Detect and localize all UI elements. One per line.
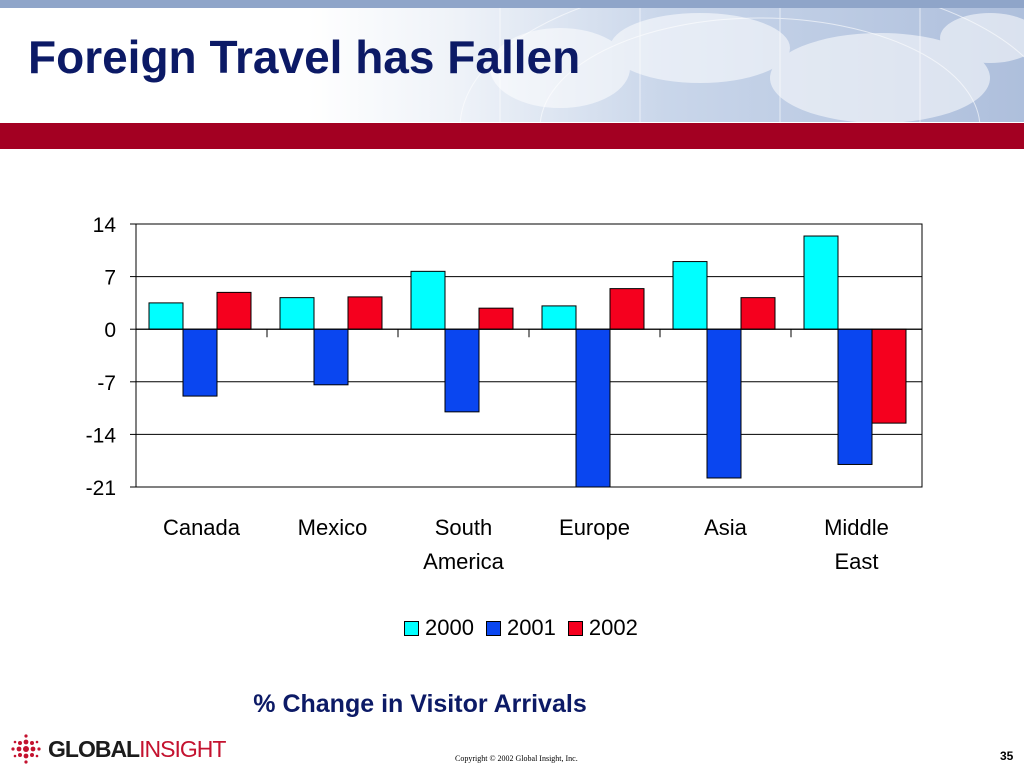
bar-2000-0	[148, 302, 184, 330]
bar-2002-5	[871, 328, 907, 424]
bar-2000-3	[541, 305, 577, 330]
x-category-label: Canada	[163, 515, 241, 540]
legend-item-2002: 2002	[567, 615, 638, 641]
x-category-label: South	[435, 515, 493, 540]
bar-2001-4	[706, 328, 742, 479]
slide-title: Foreign Travel has Fallen	[28, 31, 581, 83]
legend-swatch	[404, 620, 419, 636]
header-background	[0, 8, 1024, 122]
legend-item-2001: 2001	[485, 615, 556, 641]
globe-dots-icon	[11, 734, 41, 764]
legend-label: 2000	[425, 615, 474, 640]
bar-chart: 14 7 0 -7 -14 -21 Canada Mexico South America Euro…	[86, 214, 923, 574]
title-red-band	[0, 123, 1024, 149]
y-tick-label: -7	[97, 372, 116, 395]
x-category-label: Mexico	[298, 515, 368, 540]
bar-2001-1	[313, 328, 349, 386]
bar-2002-0	[216, 291, 252, 330]
chart-caption: % Change in Visitor Arrivals	[253, 690, 587, 718]
legend-label: 2002	[588, 615, 638, 640]
global-insight-logo: GLOBALINSIGHT	[8, 732, 226, 766]
x-category-label: Middle	[824, 515, 889, 540]
legend-swatch	[485, 620, 501, 636]
bar-2001-2	[444, 328, 480, 413]
world-map-graphic	[459, 8, 1024, 122]
page-number: 35	[1000, 749, 1014, 763]
y-tick-label: 7	[104, 267, 116, 290]
plot-area	[136, 224, 922, 487]
bar-2000-4	[672, 261, 708, 330]
y-tick-label: 14	[93, 214, 117, 237]
bar-2000-5	[803, 235, 839, 330]
logo-text-accent: INSIGHT	[139, 735, 226, 762]
bar-2002-3	[609, 288, 645, 330]
bar-2001-0	[182, 328, 218, 397]
bar-2002-1	[347, 296, 383, 330]
y-tick-label: -14	[86, 424, 117, 447]
y-tick-label: -21	[86, 477, 116, 500]
plot-border	[135, 223, 923, 488]
bar-2002-2	[478, 307, 514, 330]
y-tick-label: 0	[104, 319, 116, 342]
x-category-label: Asia	[704, 515, 748, 540]
bar-2002-4	[740, 297, 776, 330]
x-category-label: Europe	[559, 515, 630, 540]
copyright-notice: Copyright © 2002 Global Insight, Inc.	[455, 754, 578, 763]
x-category-label: America	[423, 549, 504, 574]
x-category-label: East	[834, 549, 878, 574]
bar-2001-5	[837, 328, 873, 465]
chart-legend: 2000 2001 2002	[404, 614, 650, 642]
legend-swatch	[567, 620, 583, 636]
bar-2000-2	[410, 270, 446, 330]
bar-2001-3	[575, 328, 611, 488]
legend-label: 2001	[506, 615, 556, 640]
bar-2000-1	[279, 297, 315, 330]
top-strip	[0, 0, 1024, 8]
logo-text: GLOBALINSIGHT	[48, 735, 226, 763]
logo-text-bold: GLOBAL	[48, 735, 140, 762]
legend-item-2000: 2000	[404, 615, 474, 641]
